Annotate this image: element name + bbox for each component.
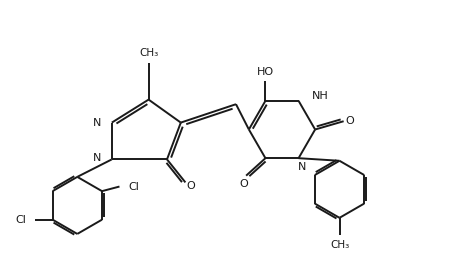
Text: O: O xyxy=(186,181,195,191)
Text: CH₃: CH₃ xyxy=(139,48,158,58)
Text: Cl: Cl xyxy=(15,215,26,225)
Text: HO: HO xyxy=(257,67,274,77)
Text: Cl: Cl xyxy=(129,182,140,192)
Text: NH: NH xyxy=(312,91,328,101)
Text: O: O xyxy=(239,179,248,189)
Text: O: O xyxy=(346,116,354,126)
Text: N: N xyxy=(93,154,101,163)
Text: N: N xyxy=(298,162,306,172)
Text: CH₃: CH₃ xyxy=(330,240,349,249)
Text: N: N xyxy=(93,118,101,128)
